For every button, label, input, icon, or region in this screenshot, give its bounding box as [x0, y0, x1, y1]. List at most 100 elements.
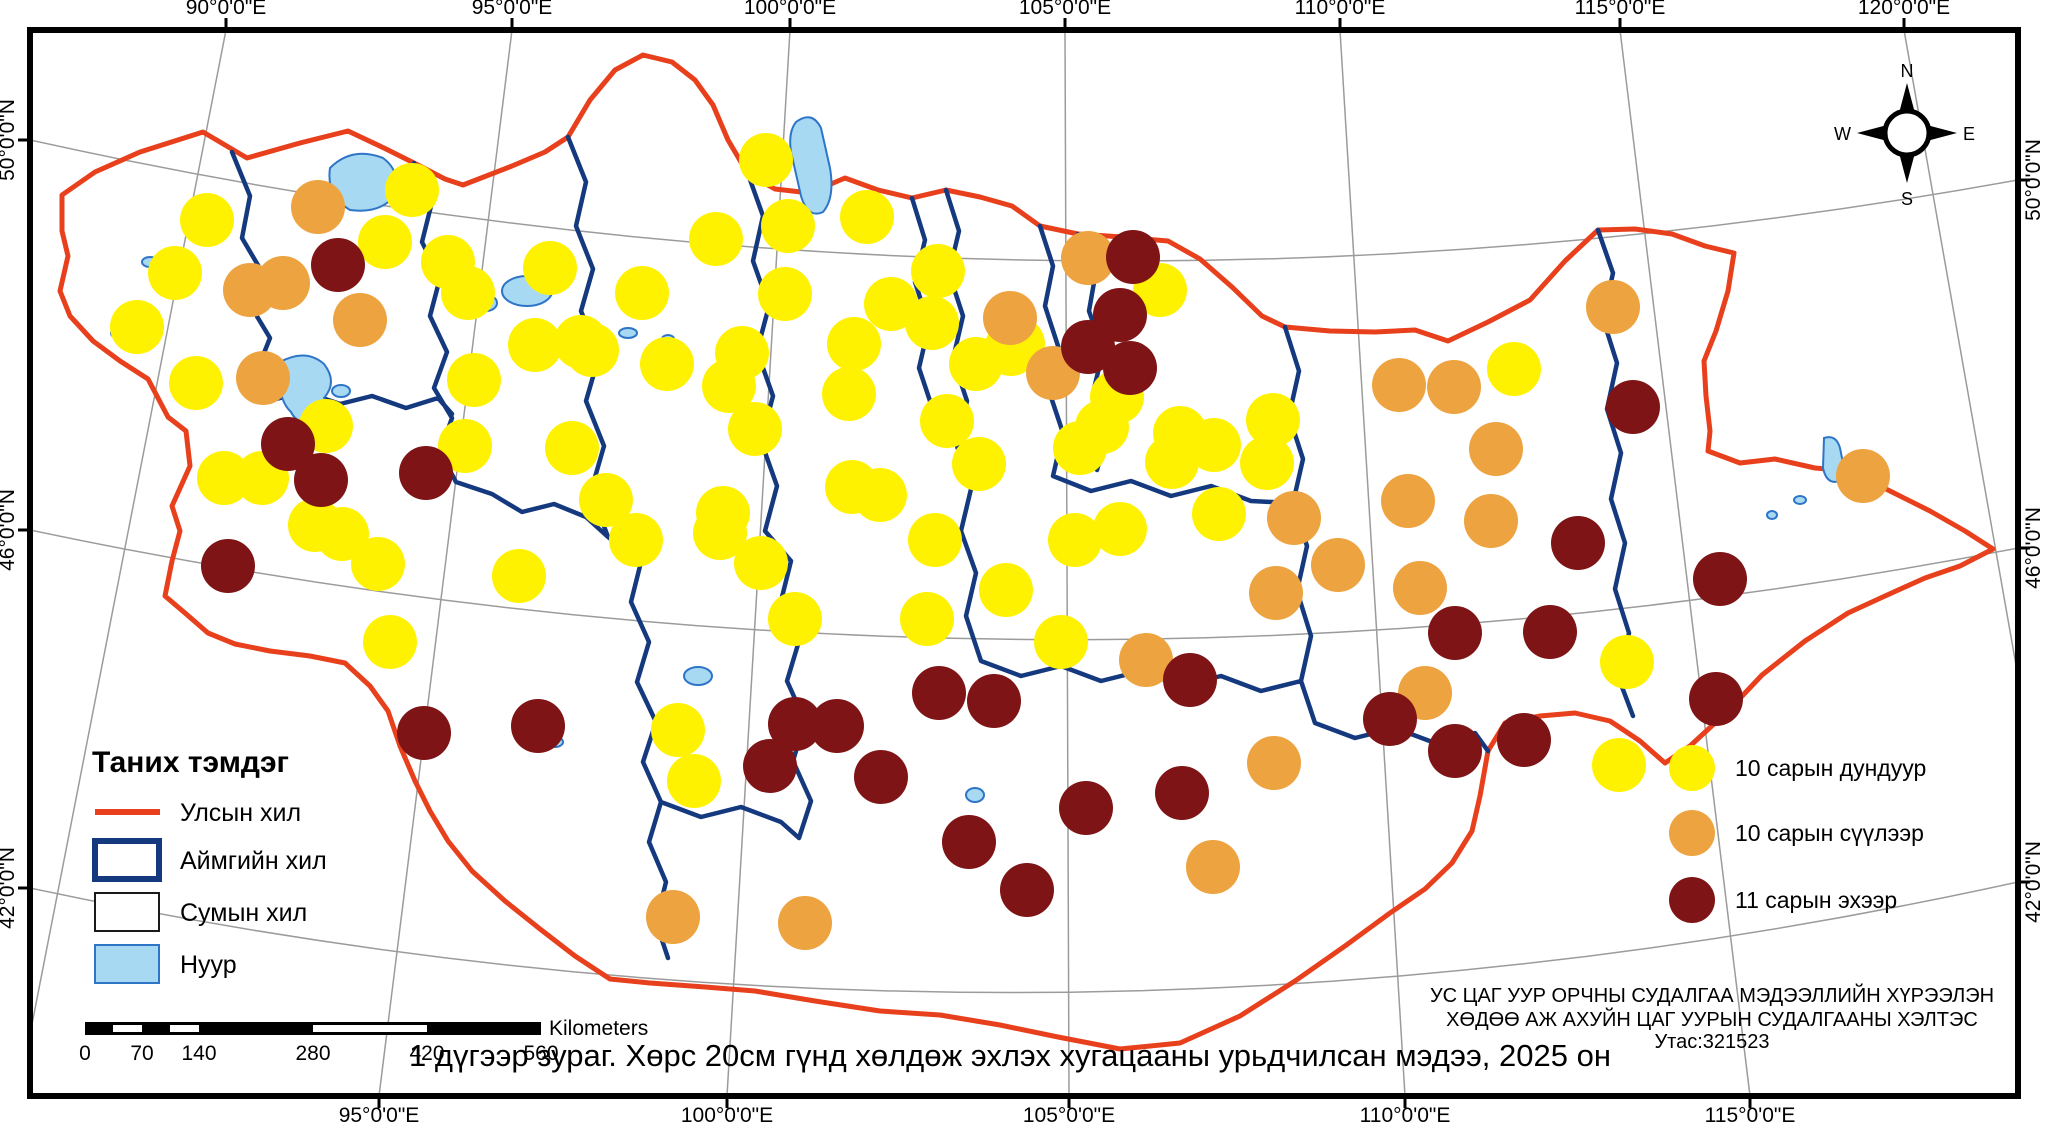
station-dot — [333, 293, 387, 347]
compass-w-label: W — [1834, 124, 1851, 144]
station-dot — [363, 615, 417, 669]
station-dot — [291, 180, 345, 234]
scalebar-unit: Kilometers — [549, 1017, 648, 1040]
station-dot — [148, 246, 202, 300]
credit-line: УС ЦАГ УУР ОРЧНЫ СУДАЛГАА МЭДЭЭЛЛИЙН ХҮР… — [1430, 983, 1994, 1007]
scalebar-tick: 70 — [130, 1042, 153, 1065]
station-dot — [1119, 633, 1173, 687]
station-dot — [351, 537, 405, 591]
axis-labels-bottom: 95°0'0"E 100°0'0"E 105°0'0"E 110°0'0"E 1… — [339, 1104, 1796, 1126]
axis-label: 42°0'0"N — [0, 847, 19, 929]
station-dot — [1061, 320, 1115, 374]
station-dot — [1497, 713, 1551, 767]
station-dot — [1551, 516, 1605, 570]
station-dot — [1246, 393, 1300, 447]
station-dot — [579, 473, 633, 527]
compass-s-label: S — [1901, 189, 1913, 209]
station-dot — [565, 323, 619, 377]
axis-label: 115°0'0"E — [1575, 0, 1666, 19]
station-dot — [511, 699, 565, 753]
aimag-border-swatch — [92, 838, 162, 882]
scalebar: 0 70 140 280 420 560 Kilometers — [79, 1017, 648, 1065]
station-dot — [900, 592, 954, 646]
station-dot — [1103, 341, 1157, 395]
station-dot — [197, 451, 251, 505]
station-dot — [609, 513, 663, 567]
station-dots-layer — [110, 133, 1890, 950]
station-dot — [545, 421, 599, 475]
scalebar-tick: 420 — [409, 1042, 444, 1065]
dot-legend-label: 10 сарын дундуур — [1735, 755, 1926, 781]
legend-item-label: Улсын хил — [180, 799, 301, 827]
station-dot — [853, 468, 907, 522]
station-dot — [1836, 449, 1890, 503]
dot-legend-label: 11 сарын эхээр — [1735, 887, 1897, 913]
station-dot — [840, 190, 894, 244]
station-dot — [508, 318, 562, 372]
legend: Таних тэмдэг Улсын хил Аймгийн хил Сумын… — [92, 746, 327, 984]
station-dot — [1053, 421, 1107, 475]
station-dot — [1311, 538, 1365, 592]
station-dot — [492, 549, 546, 603]
station-dot — [983, 291, 1037, 345]
axis-label: 100°0'0"E — [681, 1104, 773, 1126]
station-dot — [1267, 491, 1321, 545]
axis-label: 110°0'0"E — [1295, 0, 1386, 19]
station-dot — [1600, 635, 1654, 689]
station-dot — [385, 163, 439, 217]
dot-legend-swatch-mid-october — [1669, 745, 1715, 791]
dot-legend-swatch-late-october — [1669, 810, 1715, 856]
compass-n-label: N — [1901, 61, 1914, 81]
station-dot — [1093, 502, 1147, 556]
graticule-ticks — [18, 18, 2030, 1108]
axis-label: 95°0'0"E — [339, 1104, 420, 1126]
station-dot — [1592, 738, 1646, 792]
axis-label: 120°0'0"E — [1858, 0, 1950, 19]
station-dot — [1606, 380, 1660, 434]
axis-label: 42°0'0"N — [2022, 841, 2045, 923]
axis-labels-right: 50°0'0"N 46°0'0"N 42°0'0"N — [2022, 139, 2045, 923]
figure-title: 1 дүгээр зураг. Хөрс 20см гүнд хөлдөж эх… — [409, 1038, 1611, 1073]
credit-line: ХӨДӨӨ АЖ АХУЙН ЦАГ УУРЫН СУДАЛГААНЫ ХЭЛТ… — [1446, 1007, 1978, 1031]
station-dot — [912, 666, 966, 720]
station-dot — [1689, 672, 1743, 726]
legend-title: Таних тэмдэг — [92, 746, 289, 779]
station-dot — [920, 394, 974, 448]
station-dot — [1106, 230, 1160, 284]
station-dot — [702, 359, 756, 413]
station-dot — [315, 507, 369, 561]
compass-e-label: E — [1963, 124, 1975, 144]
station-dot — [1428, 724, 1482, 778]
station-dot — [908, 513, 962, 567]
station-dot — [1487, 342, 1541, 396]
station-dot — [1381, 474, 1435, 528]
axis-label: 50°0'0"N — [2022, 139, 2045, 221]
scalebar-tick: 560 — [523, 1042, 558, 1065]
legend-item-label: Аймгийн хил — [180, 847, 327, 875]
station-dot — [1059, 781, 1113, 835]
station-dot — [201, 539, 255, 593]
station-dot — [822, 367, 876, 421]
station-dot — [615, 266, 669, 320]
station-dot — [1247, 736, 1301, 790]
station-dot — [854, 750, 908, 804]
station-dot — [1061, 231, 1115, 285]
station-dot — [734, 536, 788, 590]
station-dot — [180, 193, 234, 247]
station-dot — [261, 417, 315, 471]
station-dot — [905, 296, 959, 350]
station-dot — [768, 592, 822, 646]
station-dot — [1586, 280, 1640, 334]
axis-label: 100°0'0"E — [744, 0, 836, 19]
station-dot — [1523, 605, 1577, 659]
station-dot — [1000, 863, 1054, 917]
sum-border-swatch — [94, 892, 160, 932]
axis-label: 50°0'0"N — [0, 99, 19, 181]
station-dot — [1363, 692, 1417, 746]
dot-legend: 10 сарын дундуур 10 сарын сүүлээр 11 сар… — [1669, 745, 1926, 923]
station-dot — [1187, 418, 1241, 472]
station-dot — [358, 215, 412, 269]
station-dot — [778, 896, 832, 950]
legend-item-label: Сумын хил — [180, 899, 307, 927]
